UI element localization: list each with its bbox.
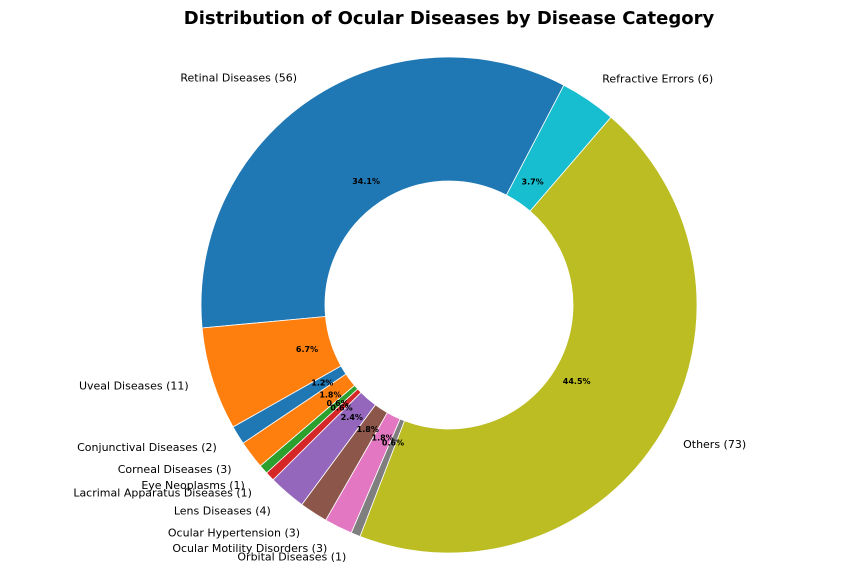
slice-label-3: Corneal Diseases (3) — [118, 463, 232, 476]
slices-group — [200, 56, 698, 554]
slice-percent-5: 0.6% — [330, 403, 352, 412]
slice-percent-7: 1.8% — [357, 425, 379, 434]
slice-0 — [200, 56, 565, 329]
slice-percent-8: 1.8% — [372, 434, 394, 443]
slice-label-5: Lacrimal Apparatus Diseases (1) — [73, 487, 252, 500]
slice-percent-10: 44.5% — [563, 377, 591, 386]
slice-label-8: Ocular Motility Disorders (3) — [172, 542, 327, 555]
slice-percent-3: 1.8% — [319, 390, 341, 399]
slice-11 — [505, 84, 612, 212]
slice-percent-11: 3.7% — [522, 177, 544, 186]
slice-10 — [359, 116, 698, 554]
slice-label-2: Conjunctival Diseases (2) — [77, 441, 217, 454]
slice-label-0: Retinal Diseases (56) — [180, 71, 297, 84]
slice-percent-0: 34.1% — [352, 177, 380, 186]
slice-percent-1: 6.7% — [296, 345, 318, 354]
slice-label-4: Eye Neoplasms (1) — [141, 479, 245, 492]
slice-percent-6: 2.4% — [341, 413, 363, 422]
percent-labels-group: 34.1%6.7%1.2%1.8%0.6%0.6%2.4%1.8%1.8%0.6… — [296, 177, 591, 447]
slice-percent-2: 1.2% — [311, 379, 333, 388]
slice-label-1: Uveal Diseases (11) — [79, 380, 189, 393]
slice-label-10: Others (73) — [683, 438, 746, 451]
chart-title: Distribution of Ocular Diseases by Disea… — [184, 8, 715, 29]
slice-label-6: Lens Diseases (4) — [174, 505, 271, 518]
slice-label-11: Refractive Errors (6) — [602, 72, 713, 85]
labels-group: Retinal Diseases (56) Uveal Diseases (11)… — [73, 71, 746, 563]
slice-percent-4: 0.6% — [327, 399, 349, 408]
slice-label-9: Orbital Diseases (1) — [237, 551, 346, 564]
slice-percent-9: 0.6% — [382, 438, 404, 447]
slice-label-7: Ocular Hypertension (3) — [168, 527, 300, 540]
